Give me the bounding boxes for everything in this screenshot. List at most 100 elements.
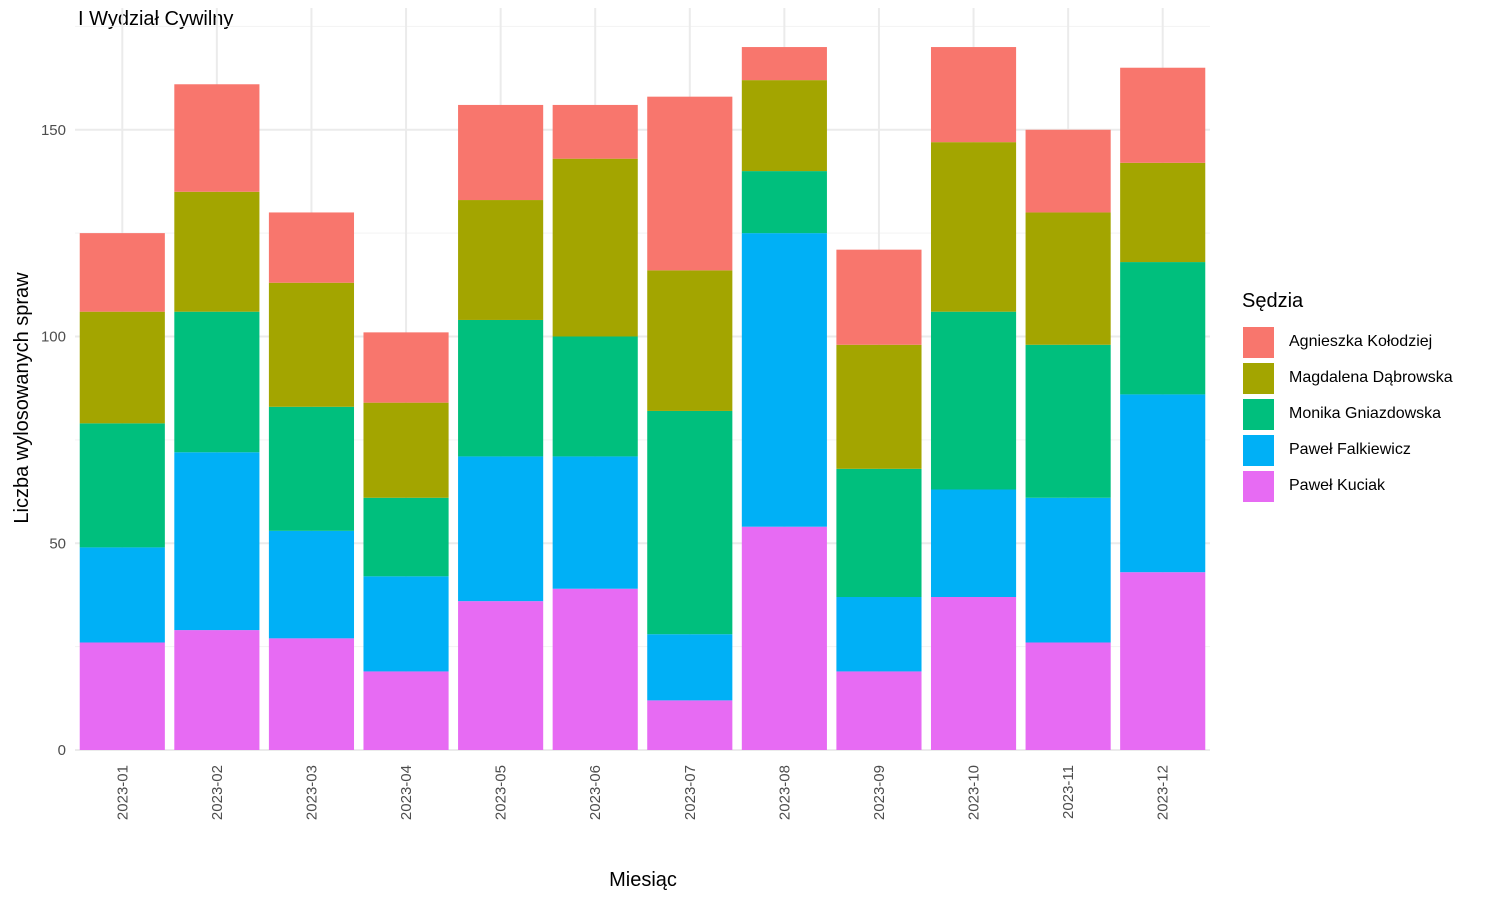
x-tick-label: 2023-11 [1060, 765, 1077, 819]
bar-segment [458, 601, 544, 750]
legend-title: Sędzia [1242, 290, 1304, 312]
bar-segment [458, 456, 544, 602]
bar-segment [363, 576, 449, 672]
legend-label: Agnieszka Kołodziej [1289, 333, 1433, 350]
x-tick-label: 2023-01 [114, 765, 131, 820]
y-tick-label: 0 [58, 742, 66, 759]
bar-segment [647, 634, 733, 701]
bar-segment [79, 547, 165, 643]
legend-swatch [1242, 433, 1275, 467]
bar-segment [174, 630, 260, 750]
bar-segment [268, 638, 355, 750]
bar-segment [647, 700, 733, 750]
x-tick-label: 2023-02 [209, 765, 226, 820]
bar-segment [174, 191, 260, 312]
y-tick-label: 150 [41, 122, 66, 139]
bar-segment [1025, 344, 1111, 498]
legend-item: Magdalena Dąbrowska [1242, 360, 1453, 396]
bar-segment [174, 452, 260, 631]
bar-segment [836, 468, 922, 598]
bar-segment [1025, 497, 1111, 643]
bar-segment [458, 200, 544, 320]
bar-segment [458, 104, 544, 201]
bar-segment [647, 410, 733, 635]
bar-segment [552, 158, 638, 337]
x-tick-label: 2023-08 [776, 765, 793, 820]
bar-segment [741, 526, 827, 750]
legend-swatch [1242, 361, 1275, 395]
bar-segment [79, 642, 165, 750]
bar-segment [930, 47, 1017, 143]
bar-segment [836, 344, 922, 469]
bar-segment [458, 319, 544, 457]
bar-segment [363, 402, 449, 498]
bar-segment [79, 423, 165, 548]
bar-segment [268, 212, 355, 283]
bar-segment [647, 96, 733, 271]
x-tick-label: 2023-09 [871, 765, 888, 820]
bar-segment [741, 233, 827, 527]
bar-segment [836, 249, 922, 345]
legend-swatch [1242, 469, 1275, 503]
legend-label: Paweł Kuciak [1289, 477, 1386, 494]
bar-segment [930, 142, 1017, 312]
x-tick-label: 2023-04 [398, 765, 415, 820]
bar-segment [363, 671, 449, 750]
x-tick-label: 2023-05 [493, 765, 510, 820]
x-axis-ticks: 2023-01 2023-02 2023-03 2023-04 2023-05 2023-… [114, 765, 1171, 820]
bar-segment [741, 80, 827, 172]
bar-segment [174, 311, 260, 453]
bar-segment [836, 597, 922, 672]
legend: Sędzia Agnieszka Kołodziej Magdalena Dąbr… [1242, 290, 1453, 504]
y-tick-label: 50 [49, 535, 66, 552]
bar-segment [1120, 572, 1206, 750]
bar-segment [930, 489, 1017, 598]
legend-label: Paweł Falkiewicz [1289, 441, 1411, 458]
bar-segment [836, 671, 922, 750]
y-axis-ticks: 0 50 100 150 [41, 122, 66, 759]
bar-segment [1120, 262, 1206, 395]
bars-layer [79, 47, 1206, 750]
bar-segment [363, 332, 449, 403]
bar-segment [647, 270, 733, 411]
x-axis-title: Miesiąc [609, 869, 677, 891]
bar-segment [268, 530, 355, 639]
bar-segment [1120, 394, 1206, 573]
bar-segment [552, 456, 638, 589]
y-axis-title: Liczba wylosowanych spraw [11, 272, 33, 524]
legend-swatch [1242, 325, 1275, 359]
bar-segment [174, 84, 260, 192]
bar-segment [1025, 129, 1111, 213]
x-tick-label: 2023-10 [966, 765, 983, 820]
bar-segment [552, 336, 638, 457]
bar-segment [1120, 67, 1206, 163]
chart-title: I Wydział Cywilny [78, 8, 234, 30]
legend-item: Paweł Kuciak [1242, 468, 1453, 504]
bar-segment [363, 497, 449, 577]
x-tick-label: 2023-07 [682, 765, 699, 820]
bar-segment [930, 311, 1017, 490]
x-tick-label: 2023-12 [1155, 765, 1172, 820]
legend-label: Monika Gniazdowska [1289, 405, 1442, 422]
bar-segment [268, 406, 355, 531]
legend-label: Magdalena Dąbrowska [1289, 369, 1453, 386]
x-tick-label: 2023-06 [587, 765, 604, 820]
legend-item: Monika Gniazdowska [1242, 396, 1453, 432]
bar-segment [1025, 212, 1111, 345]
bar-segment [552, 104, 638, 159]
bar-segment [930, 597, 1017, 750]
bar-segment [1025, 642, 1111, 750]
bar-segment [741, 47, 827, 81]
x-tick-label: 2023-03 [303, 765, 320, 820]
bar-segment [79, 311, 165, 424]
legend-item: Paweł Falkiewicz [1242, 432, 1453, 468]
bar-segment [1120, 162, 1206, 263]
bar-segment [79, 233, 165, 312]
bar-segment [268, 282, 355, 407]
legend-item: Agnieszka Kołodziej [1242, 324, 1453, 360]
bar-segment [552, 588, 638, 750]
legend-swatch [1242, 397, 1275, 431]
bar-segment [741, 171, 827, 234]
legend-items: Agnieszka Kołodziej Magdalena Dąbrowska Mo… [1242, 324, 1453, 504]
